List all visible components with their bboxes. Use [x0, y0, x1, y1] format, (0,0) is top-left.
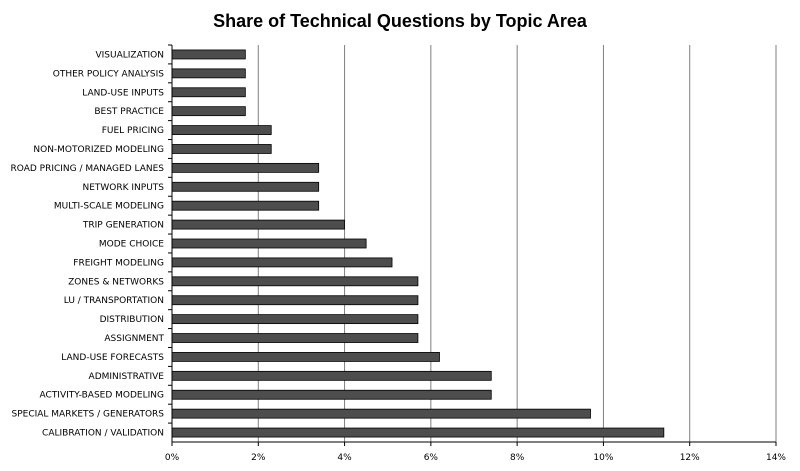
bar [171, 200, 320, 211]
bar [171, 106, 246, 117]
x-tick-label: 6% [424, 453, 439, 463]
category-label: LAND-USE FORECASTS [61, 353, 164, 363]
category-label: DISTRIBUTION [100, 315, 164, 325]
x-tick-label: 2% [251, 453, 266, 463]
x-tick-label: 0% [165, 453, 180, 463]
category-label: ZONES & NETWORKS [68, 277, 164, 287]
category-label: LU / TRANSPORTATION [64, 296, 164, 306]
bar [171, 238, 367, 249]
bar [171, 427, 665, 438]
category-label: VISUALIZATION [95, 50, 164, 60]
bar [171, 219, 345, 230]
category-label: LAND-USE INPUTS [82, 88, 164, 98]
bars [171, 49, 665, 438]
bar [171, 295, 419, 306]
bar [171, 408, 591, 419]
bar [171, 68, 246, 79]
bar [171, 333, 419, 343]
category-label: NON-MOTORIZED MODELING [33, 145, 164, 155]
category-label: ACTIVITY-BASED MODELING [40, 391, 164, 401]
gridlines [257, 45, 777, 442]
category-label: SPECIAL MARKETS / GENERATORS [12, 410, 165, 420]
bar [171, 125, 272, 135]
category-label: NETWORK INPUTS [82, 183, 164, 193]
category-label: MODE CHOICE [99, 240, 164, 250]
bar [171, 257, 393, 268]
bar [171, 370, 492, 381]
bar [171, 389, 492, 400]
bar [171, 144, 272, 154]
x-tick-label: 12% [680, 453, 700, 463]
chart-title: Share of Technical Questions by Topic Ar… [213, 11, 588, 31]
x-tick-label: 8% [510, 453, 525, 463]
x-tick-label: 4% [337, 453, 352, 463]
bar [171, 181, 320, 192]
category-label: OTHER POLICY ANALYSIS [53, 69, 165, 79]
category-label: ADMINISTRATIVE [89, 372, 165, 382]
bar [171, 49, 246, 60]
bar [171, 87, 246, 98]
category-label: ASSIGNMENT [104, 334, 164, 344]
category-label: ROAD PRICING / MANAGED LANES [11, 164, 165, 174]
category-label: CALIBRATION / VALIDATION [42, 429, 164, 439]
category-label: FUEL PRICING [102, 126, 164, 136]
x-tick-label: 10% [593, 453, 613, 463]
bar [171, 352, 440, 362]
category-label: MULTI-SCALE MODELING [54, 202, 164, 212]
category-label: FREIGHT MODELING [73, 258, 164, 268]
category-labels: VISUALIZATION OTHER POLICY ANALYSIS LAND-U… [11, 50, 165, 438]
category-label: BEST PRACTICE [94, 107, 164, 117]
x-tick-label: 14% [766, 453, 786, 463]
category-label: TRIP GENERATION [82, 221, 164, 231]
x-tick-labels: 0% 2% 4% 6% 8% 10% 12% 14% [165, 453, 787, 463]
bar [171, 162, 320, 173]
bar [171, 314, 419, 325]
bar [171, 276, 419, 287]
axes [168, 44, 777, 446]
